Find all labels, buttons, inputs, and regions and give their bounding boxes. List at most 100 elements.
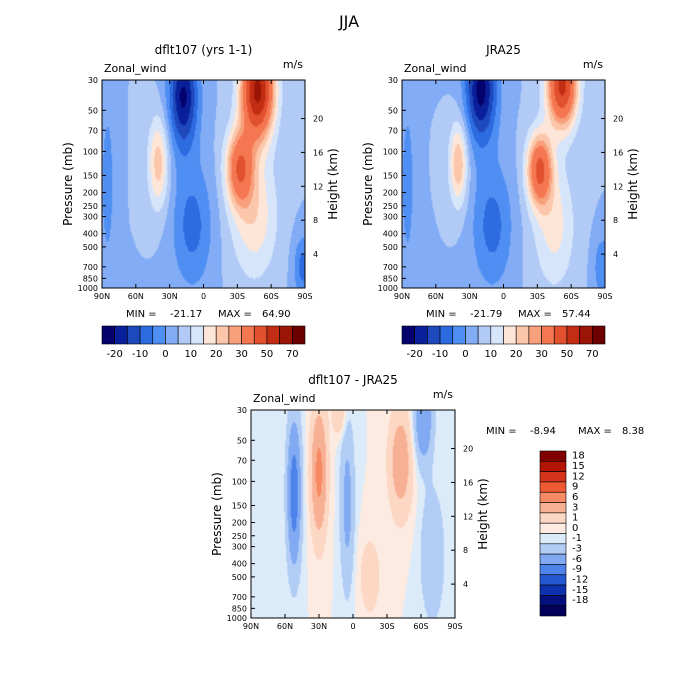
panel-obs-colorbar-box (401, 325, 415, 345)
panel-diff-y2tick-label: 16 (463, 478, 473, 487)
panel-diff-xtick-label: 30S (379, 622, 394, 631)
panel-obs-colorbar-box (439, 325, 454, 345)
panel-diff-ylabel: Pressure (mb) (210, 472, 224, 556)
panel-model-y2tick-label: 8 (313, 216, 318, 225)
panel-diff-colorbar-box (539, 553, 567, 565)
panel-obs-max-value: 57.44 (562, 309, 591, 320)
panel-obs-colorbar-label: 50 (561, 349, 574, 360)
panel-diff-colorbar-box (539, 512, 567, 524)
panel-model-y2tick-label: 20 (313, 115, 323, 124)
panel-diff-ytick-label: 850 (232, 604, 247, 613)
panel-obs-colorbar-box (427, 325, 441, 345)
panel-model-ytick-label: 30 (88, 76, 98, 85)
panel-diff-colorbar-box (539, 450, 567, 462)
panel-diff-xtick-label: 60N (277, 622, 293, 631)
panel-diff-colorbar-box (539, 533, 567, 545)
panel-obs-xtick-label: 30S (530, 292, 545, 301)
panel-obs-xtick-label: 60S (564, 292, 579, 301)
panel-obs-ytick-label: 850 (383, 274, 398, 283)
panel-obs-heatmap (402, 80, 605, 288)
panel-model-colorbar-box (279, 325, 293, 345)
panel-obs-colorbar-box (414, 325, 428, 345)
panel-diff-ytick-label: 70 (237, 456, 247, 465)
panel-model-colorbar-box (228, 325, 242, 345)
panel-obs-ytick-label: 1000 (378, 284, 398, 293)
panel-model-colorbar-box (101, 325, 115, 345)
panel-diff-y2tick-label: 8 (463, 546, 468, 555)
panel-model-colorbar-label: 20 (210, 349, 223, 360)
panel-diff-ytick-label: 1000 (227, 614, 247, 623)
panel-obs-ytick-label: 250 (383, 202, 398, 211)
panel-obs-colorbar-label: 30 (535, 349, 548, 360)
panel-diff-y2label: Height (km) (476, 478, 490, 549)
panel-model-y2label: Height (km) (326, 148, 340, 219)
panel-model-colorbar-label: 30 (235, 349, 248, 360)
panel-diff-colorbar-label: 0 (572, 523, 578, 534)
panel-model-title: dflt107 (yrs 1-1) (155, 43, 253, 57)
panel-obs-colorbar-box (592, 325, 606, 345)
panel-diff-min-value: -8.94 (530, 426, 556, 437)
panel-diff-colorbar-box (539, 491, 567, 503)
panel-model-xtick-label: 90S (297, 292, 312, 301)
panel-obs-y2label: Height (km) (626, 148, 640, 219)
panel-obs-colorbar-label: 0 (462, 349, 468, 360)
panel-obs-colorbar-label: 70 (586, 349, 599, 360)
panel-model-colorbar-box (152, 325, 166, 345)
panel-obs-colorbar-label: -20 (407, 349, 423, 360)
panel-diff-colorbar-box (539, 502, 567, 514)
panel-diff-ytick-label: 250 (232, 532, 247, 541)
figure-title: JJA (338, 12, 359, 31)
panel-diff-xtick-label: 90N (243, 622, 259, 631)
panel-obs-ytick-label: 150 (383, 171, 398, 180)
panel-model-ytick-label: 50 (88, 106, 98, 115)
panel-model-xtick-label: 0 (201, 292, 206, 301)
panel-diff-units: m/s (433, 388, 453, 401)
panel-diff-y2tick-label: 12 (463, 512, 473, 521)
panel-model-ytick-label: 70 (88, 126, 98, 135)
panel-diff-ytick-label: 50 (237, 436, 247, 445)
panel-model-heatmap (102, 80, 305, 288)
panel-diff-ytick-label: 400 (232, 560, 247, 569)
panel-obs-ylabel: Pressure (mb) (361, 142, 375, 226)
panel-model-colorbar-box (177, 325, 192, 345)
panel-obs-panel (401, 79, 606, 289)
panel-obs-xtick-label: 60N (428, 292, 444, 301)
panel-obs-colorbar-box (515, 325, 530, 345)
panel-obs-colorbar-box (490, 325, 504, 345)
panel-obs-min-label: MIN = (426, 309, 457, 320)
panel-model-ytick-label: 850 (83, 274, 98, 283)
panel-model-y2tick-label: 16 (313, 148, 323, 157)
panel-diff-heatmap (251, 410, 455, 618)
panel-model-colorbar-box (215, 325, 230, 345)
panel-model-ytick-label: 250 (83, 202, 98, 211)
panel-model-xtick-label: 60N (128, 292, 144, 301)
panel-diff-colorbar-label: -15 (572, 585, 588, 596)
panel-diff-colorbar-label: -3 (572, 544, 582, 555)
panel-diff-colorbar-box (539, 584, 567, 596)
panel-model-ytick-label: 100 (83, 147, 98, 156)
panel-model-colorbar-label: -10 (132, 349, 148, 360)
panel-model-ytick-label: 1000 (78, 284, 98, 293)
panel-diff-ytick-label: 700 (232, 593, 247, 602)
panel-diff-colorbar-box (539, 481, 567, 493)
panel-obs-min-value: -21.79 (470, 309, 502, 320)
panel-obs-title: JRA25 (485, 43, 521, 57)
panel-diff-ytick-label: 100 (232, 477, 247, 486)
panel-model-min-value: -21.17 (170, 309, 202, 320)
panel-diff-colorbar-box (539, 461, 567, 472)
panel-model-colorbar-box (241, 325, 255, 345)
panel-obs-ytick-label: 50 (388, 106, 398, 115)
panel-model-colorbar-box (266, 325, 280, 345)
panel-model-ytick-label: 400 (83, 230, 98, 239)
panel-diff-xtick-label: 60S (413, 622, 428, 631)
panel-obs-y2tick-label: 20 (613, 115, 623, 124)
panel-obs-xtick-label: 90S (597, 292, 612, 301)
panel-obs-colorbar-label: -10 (432, 349, 448, 360)
panel-obs-xtick-label: 0 (501, 292, 506, 301)
panel-obs-ytick-label: 300 (383, 213, 398, 222)
panel-diff-y2tick-label: 20 (463, 445, 473, 454)
panel-obs-y2tick-label: 4 (613, 250, 618, 259)
panel-diff-colorbar-label: 12 (572, 471, 585, 482)
panel-obs-ytick-label: 200 (383, 189, 398, 198)
